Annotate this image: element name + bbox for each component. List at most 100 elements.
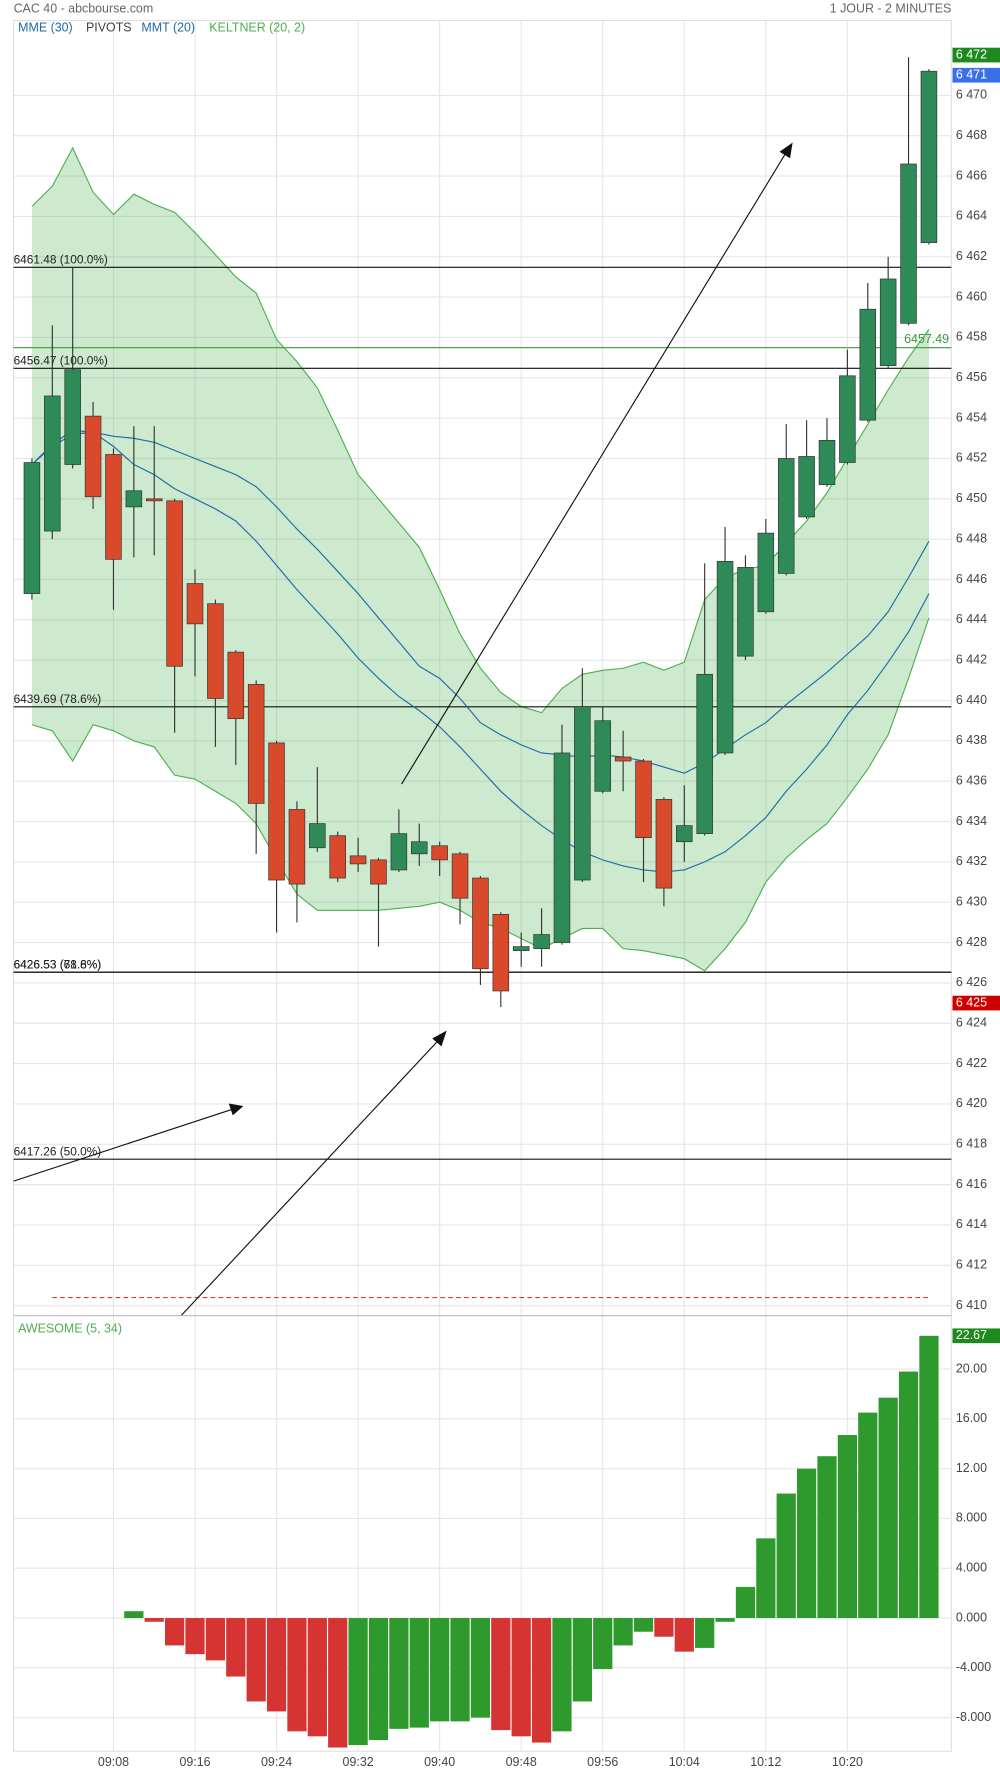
x-tick-label: 09:16 (179, 1755, 210, 1769)
ao-bar (430, 1618, 450, 1722)
ao-bar (511, 1618, 531, 1737)
candle-body (737, 567, 754, 657)
candle-body (492, 913, 510, 992)
ao-bar (593, 1618, 613, 1670)
y-tick-label: 8.000 (956, 1511, 987, 1525)
candle-body (818, 439, 836, 486)
candle-body (105, 454, 122, 560)
y-tick-label: 6 428 (956, 935, 987, 949)
pivot-label: 6426.53 (61.8%) (14, 958, 102, 972)
ao-bar (368, 1618, 389, 1741)
candle-body (84, 415, 102, 498)
y-tick-label: 6 444 (956, 612, 987, 626)
candle-body (655, 799, 673, 889)
y-tick-label: 0.000 (956, 1610, 987, 1624)
ao-bar (776, 1493, 796, 1619)
y-tick-label: 6 418 (956, 1137, 987, 1151)
ao-bar (531, 1618, 552, 1743)
ao-bar (185, 1618, 205, 1655)
ao-bar (389, 1618, 409, 1729)
value-tag (952, 1328, 1000, 1344)
y-tick-label: 6 440 (956, 693, 987, 707)
ao-bar (307, 1618, 327, 1737)
y-tick-label: 12.00 (956, 1461, 987, 1475)
candle-body (472, 877, 489, 970)
ao-bar (796, 1468, 817, 1619)
y-tick-label: 6 434 (956, 814, 987, 828)
legend-keltner: KELTNER (20, 2) (209, 21, 305, 35)
ao-bar (348, 1618, 368, 1746)
price-tag (952, 67, 1000, 83)
candle-body (247, 684, 265, 804)
candle-body (451, 853, 469, 899)
candle-body (798, 456, 815, 518)
ao-bar (919, 1335, 939, 1619)
candle-body (757, 532, 775, 613)
y-tick-label: 6 450 (956, 491, 987, 505)
candle-body (227, 651, 245, 720)
x-tick-label: 09:40 (424, 1755, 455, 1769)
header-period: 1 JOUR - 2 MINUTES (830, 1, 952, 15)
candle-body (288, 809, 306, 885)
header-title: CAC 40 - abcbourse.com (14, 1, 154, 15)
y-tick-label: 4.000 (956, 1561, 987, 1575)
trend-line (13, 1108, 235, 1182)
ao-bar (654, 1618, 674, 1637)
y-tick-label: 6 426 (956, 975, 987, 989)
y-tick-label: 6 416 (956, 1177, 987, 1191)
ma-line (31, 431, 930, 774)
ao-bar (633, 1618, 654, 1632)
trend-arrows (13, 142, 793, 1317)
candle-body (44, 395, 61, 532)
candle-body (553, 752, 571, 943)
candle-body (64, 369, 81, 465)
ao-bar (695, 1618, 715, 1648)
ao-bar (124, 1611, 144, 1619)
x-tick-label: 09:56 (587, 1755, 618, 1769)
candle-body (349, 855, 367, 865)
candle-body (23, 462, 41, 594)
candle-body (900, 163, 917, 324)
x-tick-label: 09:24 (261, 1755, 292, 1769)
ao-bar (266, 1618, 287, 1712)
ao-bar (144, 1618, 164, 1622)
candle-body (390, 833, 408, 871)
ao-bar (287, 1618, 307, 1732)
y-tick-label: 6 430 (956, 895, 987, 909)
x-tick-label: 10:12 (750, 1755, 781, 1769)
pivot-label: 6439.69 (78.6%) (14, 692, 102, 706)
trend-line (401, 150, 788, 785)
ao-bar (552, 1618, 572, 1732)
candle-body (145, 498, 163, 502)
y-tick-label: 6 422 (956, 1056, 987, 1070)
y-tick-label: 6 432 (956, 854, 987, 868)
candle-body (186, 583, 204, 625)
candle-body (268, 742, 285, 881)
ao-bar (491, 1618, 511, 1731)
y-tick-label: 6 464 (956, 209, 987, 223)
candle-body (777, 458, 795, 574)
y-tick-label: 16.00 (956, 1411, 987, 1425)
y-tick-label: -8.000 (956, 1710, 991, 1724)
y-tick-label: 6 446 (956, 572, 987, 586)
x-tick-label: 09:08 (98, 1755, 129, 1769)
y-tick-label: 6 442 (956, 652, 987, 666)
legend-mmt: MMT (20) (141, 21, 195, 35)
arrow-head (228, 1103, 244, 1116)
y-tick-label: 6 452 (956, 451, 987, 465)
marks-layer (13, 57, 952, 1748)
price-tag (952, 47, 1000, 63)
price-tag-label: 6 472 (956, 47, 987, 61)
candle-body (879, 278, 897, 367)
y-tick-label: 6 436 (956, 773, 987, 787)
y-tick-label: 6 424 (956, 1016, 987, 1030)
legend-mme: MME (30) (18, 21, 73, 35)
ao-bar (328, 1618, 348, 1748)
candle-body (716, 561, 734, 754)
candle-body (431, 845, 448, 861)
arrow-head (432, 1030, 447, 1047)
y-tick-label: 6 448 (956, 531, 987, 545)
y-tick-label: -4.000 (956, 1660, 991, 1674)
